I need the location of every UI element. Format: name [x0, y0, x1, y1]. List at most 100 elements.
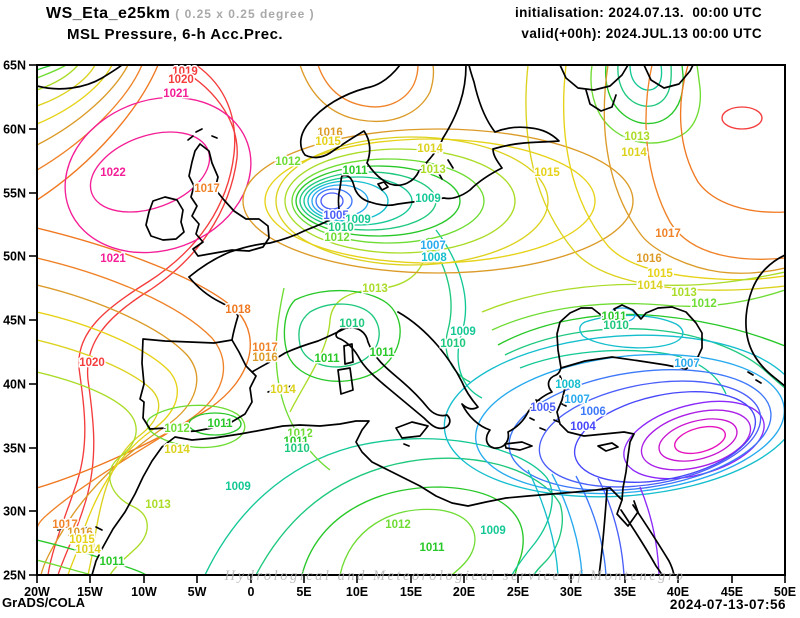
isobar-1006 [575, 475, 607, 575]
contour-label-1005: 1005 [323, 210, 349, 222]
isobar-1002 [640, 409, 752, 471]
contour-label-1012: 1012 [164, 423, 190, 435]
isobar-1014 [275, 136, 549, 266]
coastlines [37, 65, 785, 575]
contour-label-1017: 1017 [52, 519, 78, 531]
lat-tick-label: 40N [3, 378, 26, 392]
contour-label-1014: 1014 [164, 444, 190, 456]
lon-tick-label: 10E [346, 585, 368, 599]
lon-tick-label: 20W [24, 585, 50, 599]
lon-tick-label: 10W [131, 585, 157, 599]
isobar-1008 [527, 469, 559, 575]
contour-label-1011: 1011 [284, 436, 310, 448]
lat-tick-label: 60N [3, 123, 26, 137]
contour-label-1015: 1015 [69, 534, 95, 546]
isobar-1016 [37, 65, 129, 146]
generation-timestamp: 2024-07-13-07:56 [669, 597, 786, 612]
contour-label-1014: 1014 [621, 147, 647, 159]
contour-label-1013: 1013 [671, 287, 697, 299]
contour-label-1013: 1013 [362, 283, 388, 295]
isobar-1018 [679, 65, 785, 213]
isobar-1016 [299, 65, 435, 122]
contour-label-1011: 1011 [370, 347, 396, 359]
lat-tick-label: 30N [3, 505, 26, 519]
isobar-1000 [674, 425, 726, 455]
lon-tick-label: 5E [296, 585, 311, 599]
isobar-1012 [339, 508, 476, 575]
contour-label-1010: 1010 [339, 318, 365, 330]
isobar-1011 [301, 486, 524, 575]
contour-label-1018: 1018 [225, 304, 251, 316]
contour-label-1010: 1010 [603, 320, 629, 332]
isobar-1012 [291, 158, 485, 244]
contour-label-1009: 1009 [480, 525, 506, 537]
contour-label-1016: 1016 [252, 352, 278, 364]
isobar-1009 [204, 437, 553, 575]
isobar-1014 [37, 339, 160, 575]
contour-label-1011: 1011 [420, 542, 446, 554]
contour-label-1015: 1015 [647, 268, 673, 280]
contour-label-1005: 1005 [530, 402, 556, 414]
isobar-1012 [37, 559, 93, 575]
isobar-1011 [37, 539, 147, 575]
contour-label-1012: 1012 [691, 298, 717, 310]
chart-title-model: WS_Eta_e25km ( 0.25 x 0.25 degree ) [46, 5, 315, 23]
lon-tick-label: 0 [248, 585, 255, 599]
contour-label-1012: 1012 [275, 156, 301, 168]
contour-label-1009: 1009 [225, 481, 251, 493]
contour-label-1011: 1011 [343, 165, 369, 177]
lon-tick-label: 40E [667, 585, 689, 599]
contour-label-1013: 1013 [420, 164, 446, 176]
lon-tick-label: 45E [721, 585, 743, 599]
contour-label-1016: 1016 [636, 253, 662, 265]
isobar-1021 [64, 96, 252, 254]
isobar-1015 [264, 138, 596, 264]
isobar-1011 [295, 165, 461, 237]
lat-tick-label: 25N [3, 569, 26, 583]
contour-label-1021: 1021 [100, 253, 126, 265]
isobar-1017 [645, 65, 785, 260]
isobar-1019 [721, 106, 763, 130]
contour-label-1004: 1004 [570, 421, 596, 433]
isobar-1010 [255, 457, 563, 575]
isobar-1013 [481, 271, 785, 313]
contour-label-1012: 1012 [287, 428, 313, 440]
contour-label-1015: 1015 [534, 167, 560, 179]
lat-tick-label: 65N [3, 59, 26, 73]
isobar-1016 [242, 128, 634, 274]
contour-label-1009: 1009 [345, 214, 371, 226]
contour-label-1020: 1020 [168, 74, 194, 86]
isobar-1001 [658, 418, 738, 462]
model-name: WS_Eta_e25km [46, 5, 171, 22]
contour-label-1007: 1007 [420, 240, 446, 252]
contour-label-1012: 1012 [385, 519, 411, 531]
lon-tick-label: 15W [77, 585, 103, 599]
isobar-1012 [590, 65, 702, 144]
contour-label-1011: 1011 [602, 311, 628, 323]
isobar-1010 [617, 65, 672, 107]
contour-label-1014: 1014 [417, 143, 443, 155]
isobar-1011 [188, 412, 242, 436]
contour-label-1013: 1013 [624, 131, 650, 143]
contour-label-1009: 1009 [415, 193, 441, 205]
isobar-1017 [37, 65, 143, 171]
isobar-1009 [629, 65, 663, 91]
isobar-1008 [443, 334, 785, 498]
contour-label-1010: 1010 [440, 338, 466, 350]
isobar-1013 [284, 148, 516, 254]
axis-ticks [29, 64, 786, 583]
contour-value-labels: 1019102010211022101710211020101810171016… [51, 65, 719, 570]
isobar-1016 [603, 65, 785, 274]
isobar-1016 [37, 284, 198, 575]
isobar-1017 [317, 65, 419, 108]
contour-label-1017: 1017 [194, 183, 220, 195]
isobar-1009 [435, 229, 483, 399]
lat-tick-label: 45N [3, 314, 26, 328]
isobar-1013 [37, 371, 148, 575]
isobar-1012 [275, 287, 331, 471]
isobar-1007 [608, 307, 636, 323]
isobar-1007 [551, 473, 583, 575]
initialisation-time: initialisation: 2024.07.13. 00:00 UTC [514, 5, 762, 20]
isobar-1003 [639, 486, 660, 575]
